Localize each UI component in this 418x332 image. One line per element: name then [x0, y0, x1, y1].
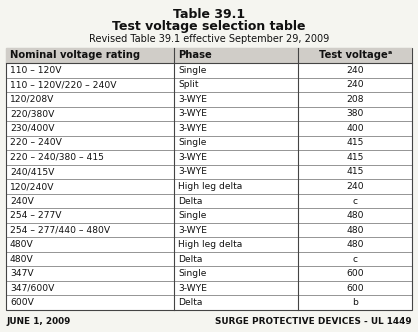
Text: 480: 480 [347, 225, 364, 235]
Text: Nominal voltage rating: Nominal voltage rating [10, 50, 140, 60]
Text: Single: Single [178, 211, 207, 220]
Text: c: c [353, 197, 358, 206]
Text: 254 – 277/440 – 480V: 254 – 277/440 – 480V [10, 225, 110, 235]
Text: 415: 415 [347, 167, 364, 177]
Text: 208: 208 [347, 95, 364, 104]
Text: Revised Table 39.1 effective September 29, 2009: Revised Table 39.1 effective September 2… [89, 34, 329, 44]
Text: 3-WYE: 3-WYE [178, 124, 207, 133]
Text: 220 – 240/380 – 415: 220 – 240/380 – 415 [10, 153, 104, 162]
Text: 220/380V: 220/380V [10, 109, 54, 118]
Text: 600: 600 [347, 269, 364, 278]
Text: High leg delta: High leg delta [178, 240, 243, 249]
Text: Split: Split [178, 80, 199, 89]
Text: 3-WYE: 3-WYE [178, 284, 207, 293]
Text: 3-WYE: 3-WYE [178, 167, 207, 177]
Text: Single: Single [178, 269, 207, 278]
Text: 347V: 347V [10, 269, 33, 278]
Text: 120/240V: 120/240V [10, 182, 54, 191]
Text: 347/600V: 347/600V [10, 284, 54, 293]
Text: 480V: 480V [10, 255, 34, 264]
Text: Single: Single [178, 66, 207, 75]
Text: Phase: Phase [178, 50, 212, 60]
Text: 3-WYE: 3-WYE [178, 95, 207, 104]
Text: 240/415V: 240/415V [10, 167, 54, 177]
Text: 415: 415 [347, 138, 364, 147]
Text: 480: 480 [347, 240, 364, 249]
Text: c: c [353, 255, 358, 264]
Text: Delta: Delta [178, 255, 203, 264]
Text: 3-WYE: 3-WYE [178, 225, 207, 235]
Text: 110 – 120V: 110 – 120V [10, 66, 61, 75]
Text: 240: 240 [347, 182, 364, 191]
Text: 240V: 240V [10, 197, 34, 206]
Text: 400: 400 [347, 124, 364, 133]
Text: 3-WYE: 3-WYE [178, 153, 207, 162]
Text: High leg delta: High leg delta [178, 182, 243, 191]
Text: 120/208V: 120/208V [10, 95, 54, 104]
Bar [6, 48, 412, 63]
Text: SURGE PROTECTIVE DEVICES - UL 1449: SURGE PROTECTIVE DEVICES - UL 1449 [215, 316, 412, 325]
Text: 3-WYE: 3-WYE [178, 109, 207, 118]
Text: 254 – 277V: 254 – 277V [10, 211, 61, 220]
Text: JUNE 1, 2009: JUNE 1, 2009 [6, 316, 70, 325]
Text: 600: 600 [347, 284, 364, 293]
Text: 380: 380 [347, 109, 364, 118]
Text: Single: Single [178, 138, 207, 147]
Text: 480: 480 [347, 211, 364, 220]
Text: 600V: 600V [10, 298, 34, 307]
Text: Test voltageᵃ: Test voltageᵃ [319, 50, 392, 60]
Text: 220 – 240V: 220 – 240V [10, 138, 62, 147]
Text: b: b [352, 298, 358, 307]
Text: Delta: Delta [178, 298, 203, 307]
Text: 110 – 120V/220 – 240V: 110 – 120V/220 – 240V [10, 80, 117, 89]
Text: Delta: Delta [178, 197, 203, 206]
Text: 480V: 480V [10, 240, 34, 249]
Text: 415: 415 [347, 153, 364, 162]
Text: Table 39.1: Table 39.1 [173, 8, 245, 21]
Text: 240: 240 [347, 80, 364, 89]
Text: 230/400V: 230/400V [10, 124, 54, 133]
Text: Test voltage selection table: Test voltage selection table [112, 20, 306, 33]
Text: 240: 240 [347, 66, 364, 75]
Bar [6, 48, 412, 310]
